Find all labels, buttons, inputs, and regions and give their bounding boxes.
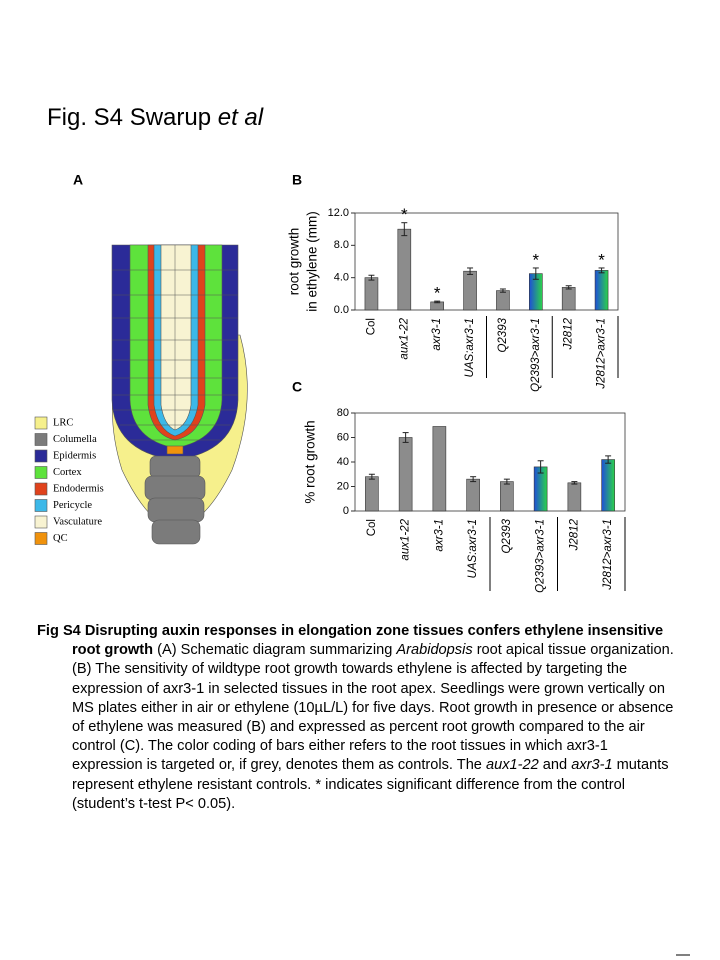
caption: Fig S4 Disrupting auxin responses in elo… — [37, 622, 677, 814]
legend-swatch — [35, 450, 47, 462]
y-tick-label: 8.0 — [334, 239, 349, 251]
caption-run: and — [539, 757, 571, 773]
legend-label: Endodermis — [53, 483, 104, 494]
y-axis-label: % root growth — [303, 420, 318, 503]
bar — [464, 271, 477, 310]
caption-run: axr3-1 — [571, 757, 612, 773]
x-tick-label: UAS:axr3-1 — [464, 318, 476, 377]
bar — [398, 229, 411, 310]
significance-mark: * — [533, 250, 540, 269]
caption-run: root apical tissue organization. (B) The… — [72, 642, 674, 773]
root-schematic — [112, 245, 247, 544]
bar — [595, 270, 608, 310]
legend-swatch — [35, 434, 47, 446]
bar — [399, 438, 412, 512]
y-tick-label: 0 — [343, 505, 349, 517]
panel-label: A — [73, 172, 83, 188]
significance-mark: * — [434, 284, 441, 303]
x-tick-label: axr3-1 — [431, 318, 443, 351]
bar — [496, 291, 509, 310]
legend-swatch — [35, 467, 47, 479]
legend-label: LRC — [53, 417, 73, 428]
y-tick-label: 40 — [337, 456, 349, 468]
panel-label: C — [292, 379, 302, 395]
bar — [562, 287, 575, 310]
y-tick-label: 12.0 — [328, 207, 349, 219]
y-tick-label: 60 — [337, 431, 349, 443]
y-tick-label: 20 — [337, 480, 349, 492]
legend-swatch — [35, 500, 47, 512]
x-tick-label: Q2393 — [497, 317, 509, 352]
legend-swatch — [35, 516, 47, 528]
x-tick-label: UAS:axr3-1 — [467, 519, 479, 578]
y-tick-label: 80 — [337, 407, 349, 419]
x-tick-label: aux1-22 — [400, 518, 412, 560]
bar — [568, 483, 581, 511]
bar — [365, 278, 378, 310]
legend-label: Columella — [53, 434, 97, 445]
legend-label: Pericycle — [53, 500, 92, 511]
legend-label: Epidermis — [53, 450, 96, 461]
legend: LRC Columella Epidermis Cortex Endodermis Per… — [35, 417, 104, 545]
plot-frame — [355, 213, 618, 310]
caption-run: aux1-22 — [486, 757, 539, 773]
x-tick-label: axr3-1 — [433, 519, 445, 552]
panel-label: B — [292, 172, 302, 188]
y-tick-label: 0.0 — [334, 304, 349, 316]
x-tick-label: J2812 — [563, 317, 575, 350]
charts: 0.0 4.0 8.0 12.0 root growthin ethylene (mm)… — [287, 205, 625, 593]
x-tick-label: J2812>axr3-1 — [602, 519, 614, 591]
x-tick-label: aux1-22 — [398, 317, 410, 359]
x-tick-label: Q2393 — [501, 518, 513, 553]
y-axis-label: in ethylene (mm) — [305, 211, 320, 312]
legend-swatch — [35, 533, 47, 545]
legend-label: QC — [53, 533, 68, 544]
x-tick-label: Q2393>axr3-1 — [530, 318, 542, 392]
plot-frame — [355, 413, 625, 511]
x-tick-label: J2812 — [568, 518, 580, 551]
bar — [500, 482, 513, 511]
bar — [365, 477, 378, 511]
bar — [433, 426, 446, 511]
legend-label: Cortex — [53, 467, 82, 478]
bar — [602, 460, 615, 511]
significance-mark: * — [401, 205, 408, 224]
caption-run: (A) Schematic diagram summarizing — [153, 642, 396, 658]
bar — [467, 479, 480, 511]
legend-swatch — [35, 417, 47, 429]
x-tick-label: Col — [365, 318, 377, 335]
x-tick-label: Col — [366, 519, 378, 536]
x-tick-label: Q2393>axr3-1 — [535, 519, 547, 593]
y-axis-label: root growth — [287, 228, 302, 296]
legend-swatch — [35, 483, 47, 495]
x-tick-label: J2812>axr3-1 — [596, 318, 608, 390]
significance-mark: * — [598, 250, 605, 269]
caption-run: Arabidopsis — [396, 642, 472, 658]
y-tick-label: 4.0 — [334, 272, 349, 284]
legend-label: Vasculature — [53, 516, 102, 527]
